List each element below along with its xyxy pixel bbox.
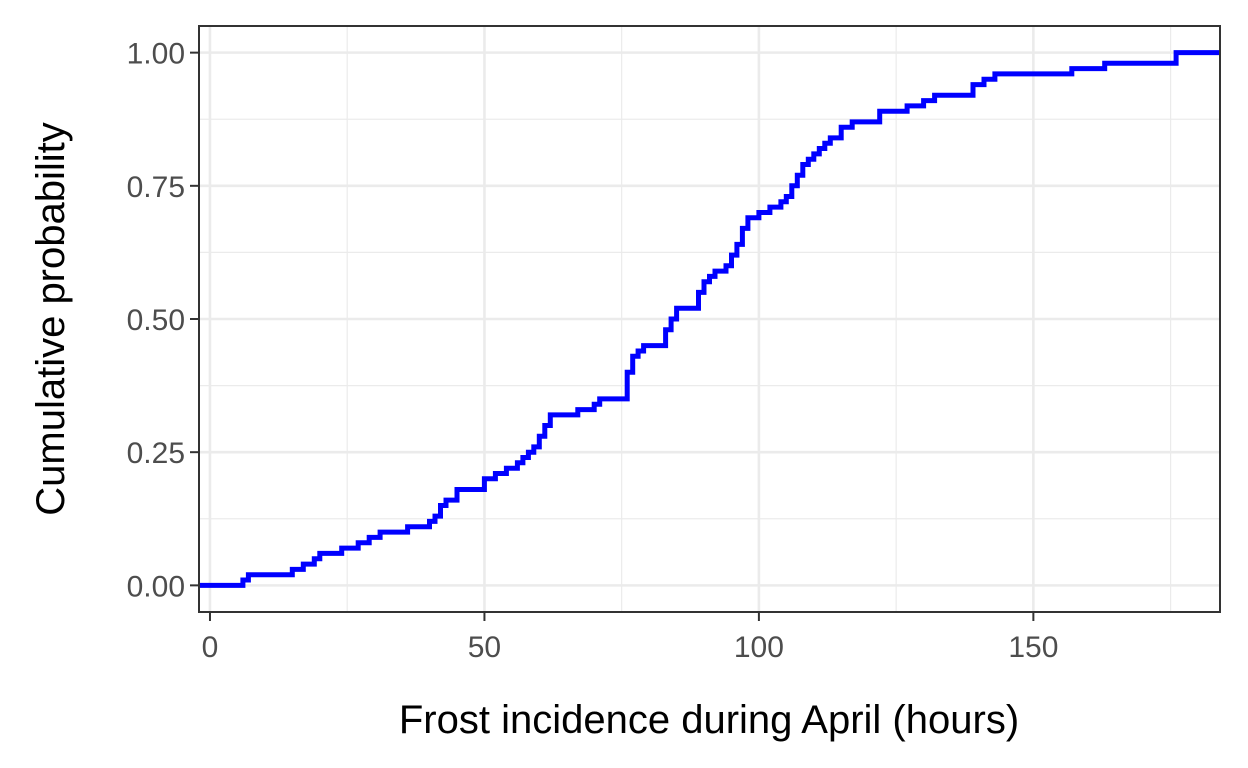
ecdf-series-line	[199, 50, 1220, 588]
series-layer	[199, 50, 1220, 588]
y-axis: 0.00 0.25 0.50 0.75 1.00	[127, 38, 199, 603]
y-tick-label: 0.00	[127, 570, 185, 603]
y-tick-label: 1.00	[127, 38, 185, 71]
x-axis: 0 50 100 150	[202, 612, 1058, 664]
x-tick-label: 0	[202, 631, 219, 664]
x-tick-label: 50	[468, 631, 501, 664]
y-tick-label: 0.75	[127, 171, 185, 204]
x-tick-label: 150	[1008, 631, 1058, 664]
grid-major	[199, 26, 1220, 612]
y-tick-label: 0.25	[127, 437, 185, 470]
y-axis-title: Cumulative probability	[29, 122, 73, 516]
x-axis-title: Frost incidence during April (hours)	[399, 698, 1019, 742]
y-tick-label: 0.50	[127, 304, 185, 337]
x-tick-label: 100	[734, 631, 784, 664]
